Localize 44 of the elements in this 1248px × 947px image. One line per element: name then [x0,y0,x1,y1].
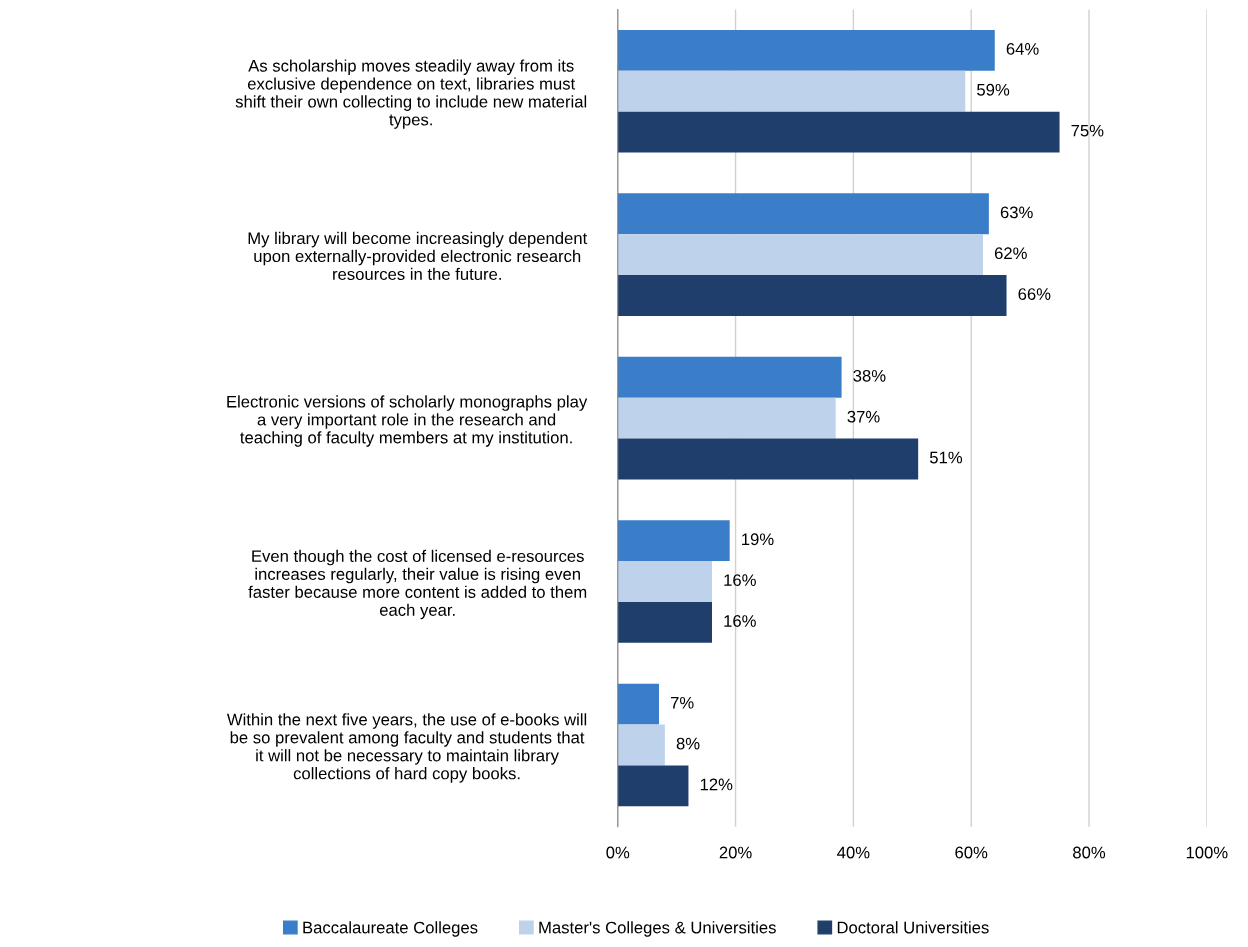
bar [617,234,983,276]
data-label: 38% [853,369,886,382]
x-tick-label: 0% [606,846,630,859]
data-label: 12% [700,778,733,791]
data-label: 75% [1071,124,1104,137]
x-tick-label: 20% [719,846,752,859]
bar [617,111,1060,153]
data-label: 63% [1000,206,1033,219]
y-tick-label: Even though the cost of licensed e-resources increases regularly, their value is rising even faster because more content is added to them each year. [248,549,587,620]
data-label: 59% [977,83,1010,96]
data-label: 7% [670,696,694,709]
bar [617,397,836,439]
bar [617,275,1007,316]
data-label: 8% [676,737,700,750]
bar [617,561,713,602]
y-tick-label: Electronic versions of scholarly monographs play a very important role in the research and teaching of faculty members at my institution. [227,395,588,447]
x-tick-label: 60% [955,846,988,859]
bar [617,765,689,807]
bar [617,438,919,480]
bar [617,193,989,235]
data-label: 51% [929,451,963,464]
bar [617,29,995,71]
bar [617,70,966,112]
data-label: 64% [1006,43,1039,55]
bar [617,520,730,562]
y-tick-label: Within the next five years, the use of e-books will be so prevalent among faculty and students that it will not be necessary to maintain library collections of hard copy books. [226,713,587,783]
data-label: 62% [994,247,1027,260]
y-tick-label: As scholarship moves steadily away from its exclusive dependence on text, libraries must shift their own collecting to include new material types. [235,59,587,129]
x-tick-label: 40% [837,846,870,859]
data-label: 16% [724,615,756,627]
legend-label: Doctoral Universities [837,921,989,934]
bar [617,356,842,398]
legend-label: Master's Colleges & Universities [539,921,776,937]
x-tick-label: 80% [1073,846,1106,859]
x-tick-label: 100% [1186,846,1228,859]
bar [617,683,659,725]
data-label: 16% [724,574,756,587]
legend-label: Baccalaureate Colleges [303,921,478,937]
y-tick-label: My library will become increasingly dependent upon externally-provided electronic research resources in the future. [248,231,588,281]
data-label: 66% [1018,288,1051,300]
data-label: 37% [847,410,880,423]
bar [617,724,665,766]
data-label: 19% [742,533,774,546]
bar [617,601,713,643]
